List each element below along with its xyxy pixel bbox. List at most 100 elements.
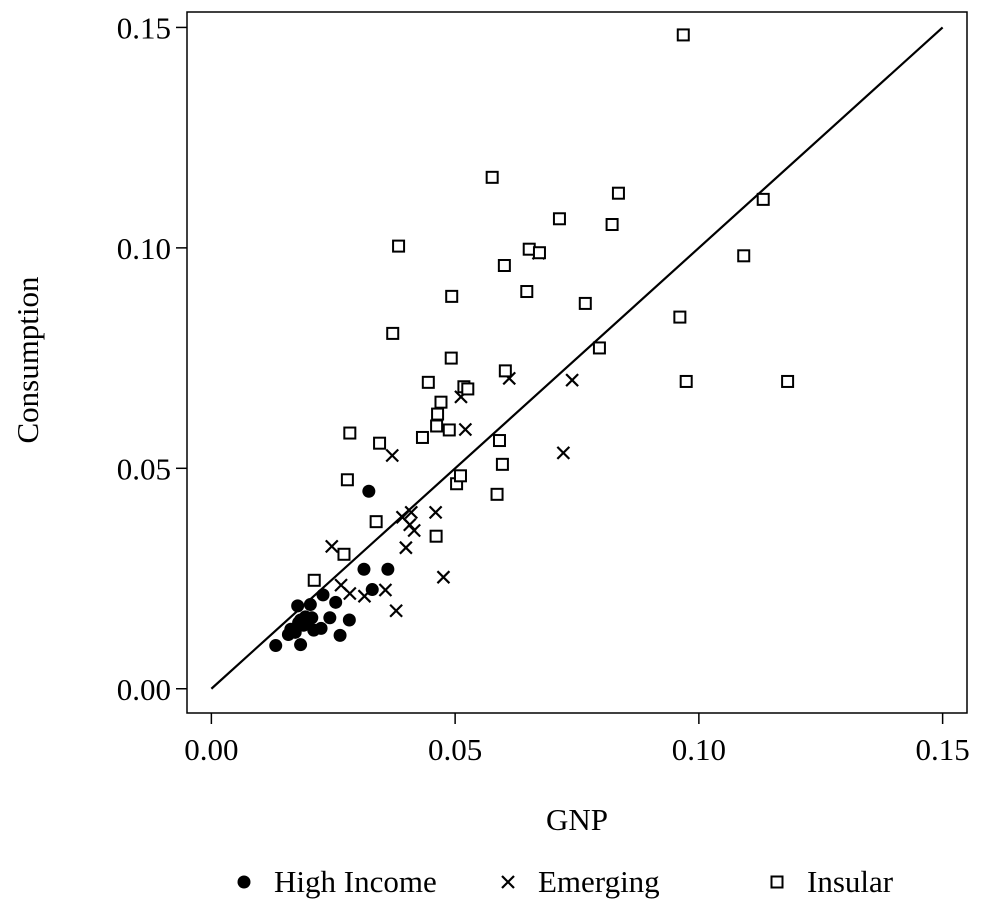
data-point: [428, 505, 443, 520]
data-point: [492, 434, 506, 448]
x-stroke: [565, 373, 579, 387]
data-point: [343, 586, 357, 601]
legend-marker: [501, 875, 515, 889]
data-point: [305, 611, 319, 625]
data-point: [340, 473, 354, 487]
data-point: [325, 539, 339, 554]
data-point: [737, 249, 751, 263]
legend-item: Insular: [770, 864, 894, 899]
legend-marker: [770, 875, 784, 889]
data-point: [498, 364, 512, 378]
x-stroke: [407, 523, 421, 538]
data-point: [429, 529, 443, 543]
data-point: [578, 296, 592, 310]
data-point: [392, 239, 406, 253]
data-point: [453, 469, 467, 483]
x-stroke: [334, 578, 348, 592]
data-point: [445, 289, 459, 303]
data-point: [436, 570, 451, 584]
x-stroke: [502, 371, 517, 386]
x-axis-label: GNP: [546, 802, 608, 837]
y-tick-label: 0.05: [117, 451, 171, 486]
series-insular: [307, 28, 795, 587]
data-point: [497, 259, 511, 273]
data-point: [458, 422, 473, 437]
x-stroke: [378, 583, 393, 597]
x-stroke: [357, 589, 372, 603]
y-tick-label: 0.10: [117, 231, 171, 266]
data-point: [294, 638, 308, 652]
data-point: [314, 621, 328, 635]
data-point: [316, 588, 330, 602]
data-point: [520, 285, 534, 299]
data-points: [269, 28, 795, 653]
data-point: [442, 423, 456, 437]
y-axis-ticks: 0.00 0.05 0.10 0.15: [117, 10, 187, 707]
x-stroke: [399, 540, 413, 555]
x-stroke: [501, 875, 515, 889]
x-tick-label: 0.00: [184, 732, 238, 767]
data-point: [434, 395, 448, 409]
data-point: [495, 457, 509, 471]
data-point: [430, 419, 444, 433]
data-point: [329, 595, 343, 609]
data-point: [673, 310, 687, 324]
data-point: [291, 599, 305, 613]
x-stroke: [395, 510, 410, 525]
data-point: [357, 589, 372, 603]
data-point: [444, 351, 458, 365]
data-point: [333, 628, 347, 642]
legend-label: Insular: [807, 864, 894, 899]
data-point: [381, 562, 395, 576]
data-point: [378, 583, 393, 597]
plot-frame: [186, 11, 968, 714]
data-point: [676, 28, 690, 42]
data-point: [323, 611, 337, 625]
x-tick-label: 0.10: [672, 732, 726, 767]
data-point: [461, 382, 475, 396]
x-axis-ticks: 0.00 0.05 0.10 0.15: [184, 713, 970, 767]
data-point: [781, 374, 795, 388]
x-stroke: [458, 422, 473, 437]
data-point: [605, 218, 619, 232]
data-point: [307, 573, 321, 587]
legend-marker: [237, 875, 251, 889]
x-stroke: [385, 448, 400, 463]
data-point: [415, 430, 429, 444]
data-point: [386, 326, 400, 340]
y-axis-label: Consumption: [10, 276, 45, 444]
reference-line: [210, 26, 944, 690]
data-point: [389, 603, 403, 618]
data-point: [404, 505, 419, 520]
data-point: [303, 598, 317, 612]
data-point: [565, 373, 579, 387]
legend-item: High Income: [237, 864, 437, 899]
series-high-income: [269, 484, 395, 653]
data-point: [407, 523, 421, 538]
data-point: [362, 484, 376, 498]
data-point: [556, 446, 571, 460]
legend-label: Emerging: [538, 864, 660, 899]
x-stroke: [325, 539, 339, 554]
data-point: [532, 246, 546, 260]
y-tick-label: 0.15: [117, 10, 171, 45]
data-point: [421, 375, 435, 389]
x-stroke: [556, 446, 571, 460]
x-stroke: [343, 586, 357, 601]
data-point: [552, 212, 566, 226]
data-point: [337, 547, 351, 561]
data-point: [343, 426, 357, 440]
data-point: [490, 487, 504, 501]
data-point: [385, 448, 400, 463]
data-point: [342, 613, 356, 627]
data-point: [611, 186, 625, 200]
x-stroke: [404, 505, 419, 520]
legend: High Income Emerging Insular: [237, 864, 894, 899]
data-point: [485, 170, 499, 184]
data-point: [357, 562, 371, 576]
x-stroke: [428, 505, 443, 520]
legend-item: Emerging: [501, 864, 660, 899]
data-point: [269, 639, 283, 653]
x-stroke: [436, 570, 451, 584]
